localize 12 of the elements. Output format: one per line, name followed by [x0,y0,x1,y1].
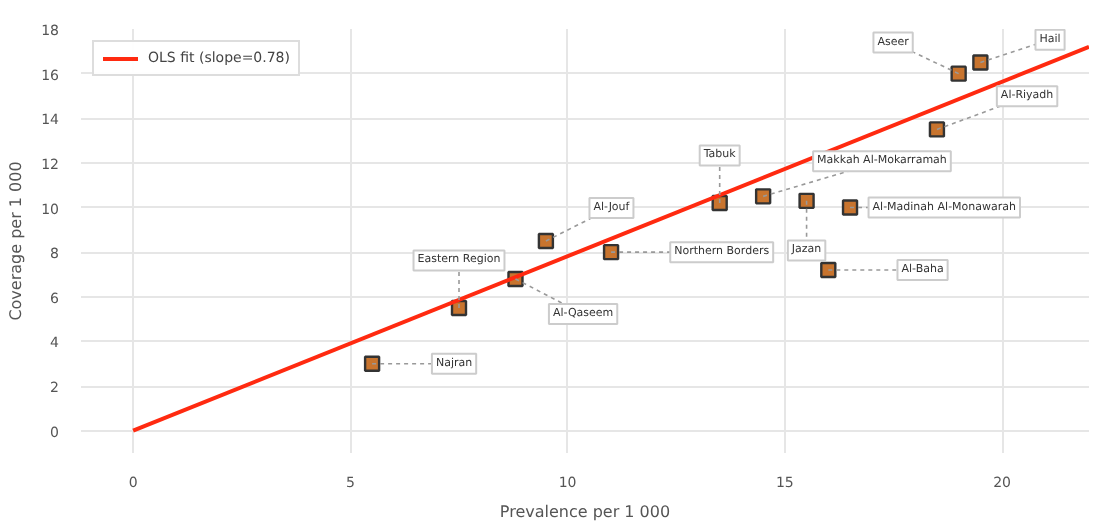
point [363,355,381,372]
point [798,192,815,210]
point [972,54,989,71]
point [754,188,772,205]
point [537,232,555,250]
x-axis-title: Prevalence per 1 000 [499,503,671,521]
point [950,65,967,82]
point [602,243,620,261]
y-axis-title: Coverage per 1 000 [7,161,26,321]
point [820,261,837,279]
point [841,199,859,216]
point [928,121,946,138]
